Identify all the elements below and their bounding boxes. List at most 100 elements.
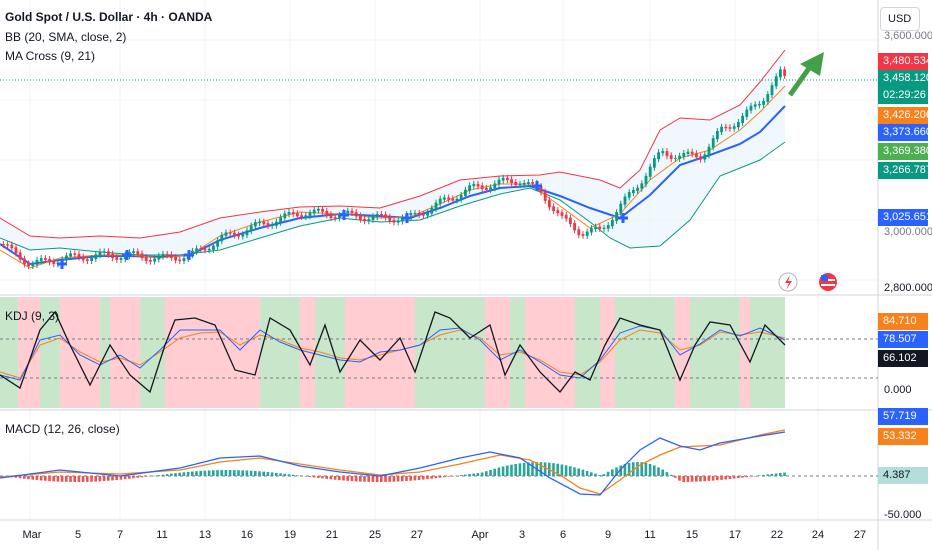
candle-body <box>359 215 362 220</box>
macd-line <box>0 431 786 496</box>
candle-body <box>354 211 358 217</box>
macd-hist-bar <box>178 472 181 476</box>
candle-body <box>136 251 140 255</box>
macd-hist-bar <box>728 476 732 480</box>
macd-hist-bar <box>501 466 505 476</box>
macd-hist-bar <box>430 476 433 479</box>
macd-hist-bar <box>581 469 585 476</box>
candle-body <box>510 179 513 184</box>
candle-body <box>258 221 261 224</box>
candle-body <box>48 258 51 263</box>
chart-title: Gold Spot / U.S. Dollar · 4h · OANDA <box>5 10 213 24</box>
macd-hist-bar <box>560 464 564 476</box>
macd-signal-tag: 53.332 <box>878 428 928 445</box>
bollinger-indicator-label[interactable]: BB (20, SMA, close, 2) <box>5 30 127 44</box>
time-axis-label: 7 <box>116 529 124 541</box>
candle-body <box>468 185 471 191</box>
arrow-up-right-icon[interactable] <box>787 52 824 97</box>
candle-body <box>27 263 30 267</box>
macd-hist-bar <box>392 476 396 482</box>
candle-body <box>375 213 379 218</box>
macd-hist-bar <box>711 476 715 481</box>
macd-hist-bar <box>262 471 265 476</box>
candle-body <box>548 199 551 208</box>
ma-cross-indicator-label[interactable]: MA Cross (9, 21) <box>5 49 96 63</box>
macd-hist-bar <box>237 470 240 476</box>
high-price-tag: 3,480.534 <box>878 53 932 70</box>
candle-body <box>338 215 341 219</box>
currency-button[interactable]: USD <box>880 7 920 31</box>
macd-hist-bar <box>182 472 186 476</box>
macd-hist-bar <box>468 474 471 476</box>
candle-body <box>174 256 177 261</box>
candle-body <box>606 225 610 229</box>
candle-body <box>552 206 555 212</box>
kdj-band <box>0 297 18 408</box>
candle-body <box>682 152 686 157</box>
candle-body <box>31 263 35 267</box>
macd-hist-bar <box>665 472 669 476</box>
macd-hist-bar <box>422 476 425 480</box>
cross-marker-icon <box>618 213 628 223</box>
kdj-band <box>100 297 110 408</box>
macd-hist-bar <box>657 467 660 476</box>
macd-hist-bar <box>464 474 467 476</box>
macd-hist-bar <box>564 465 568 476</box>
candle-body <box>86 259 89 262</box>
macd-hist-bar <box>140 476 144 478</box>
candle-body <box>275 221 278 226</box>
kdj-band <box>140 297 165 408</box>
candle-body <box>506 177 509 181</box>
candle-body <box>632 189 635 194</box>
macd-hist-bar <box>207 470 211 476</box>
macd-hist-bar <box>766 474 769 476</box>
macd-hist-bar <box>170 473 173 476</box>
candle-body <box>539 186 543 193</box>
candle-body <box>23 258 26 265</box>
candle-body <box>758 103 761 106</box>
macd-hist-bar <box>359 476 362 482</box>
cross-marker-icon <box>184 250 194 260</box>
kdj-band <box>575 297 600 408</box>
candle-body <box>573 223 576 231</box>
macd-hist-bar <box>434 476 438 479</box>
candle-body <box>728 127 732 129</box>
macd-hist-bar <box>333 476 337 480</box>
candle-body <box>119 258 123 260</box>
time-axis-label: 17 <box>728 529 742 541</box>
macd-hist-bar <box>459 475 463 476</box>
kdj-band <box>600 297 615 408</box>
macd-hist-bar <box>695 476 698 482</box>
candle-body <box>753 104 757 107</box>
macd-hist-bar <box>653 465 656 476</box>
candle-body <box>745 109 749 117</box>
lightning-icon[interactable] <box>778 272 798 292</box>
macd-hist-bar <box>23 476 26 479</box>
candle-body <box>178 259 182 262</box>
macd-hist-bar <box>472 473 475 476</box>
macd-line-tag: 57.719 <box>878 408 928 425</box>
candle-body <box>195 248 198 252</box>
candle-body <box>623 196 627 205</box>
macd-hist-bar <box>783 472 786 476</box>
candle-body <box>581 234 585 236</box>
macd-hist-bar <box>611 469 614 476</box>
macd-hist-bar <box>342 476 345 481</box>
kdj-indicator-label[interactable]: KDJ (9, 3) <box>5 309 60 323</box>
candle-body <box>283 213 287 219</box>
candle-body <box>207 248 211 251</box>
macd-indicator-label[interactable]: MACD (12, 26, close) <box>5 422 120 436</box>
candle-body <box>10 244 14 249</box>
candle-body <box>678 155 681 159</box>
candle-body <box>249 225 253 232</box>
us-flag-icon[interactable] <box>819 273 837 291</box>
candle-body <box>317 208 320 211</box>
macd-hist-bar <box>455 475 459 477</box>
macd-hist-bar <box>749 476 753 477</box>
candle-body <box>409 213 413 216</box>
macd-hist-bar <box>438 476 442 478</box>
kdj-background-bands <box>0 297 785 408</box>
price-axis-tick: 2,800.000 <box>884 282 932 294</box>
candle-body <box>514 182 518 186</box>
